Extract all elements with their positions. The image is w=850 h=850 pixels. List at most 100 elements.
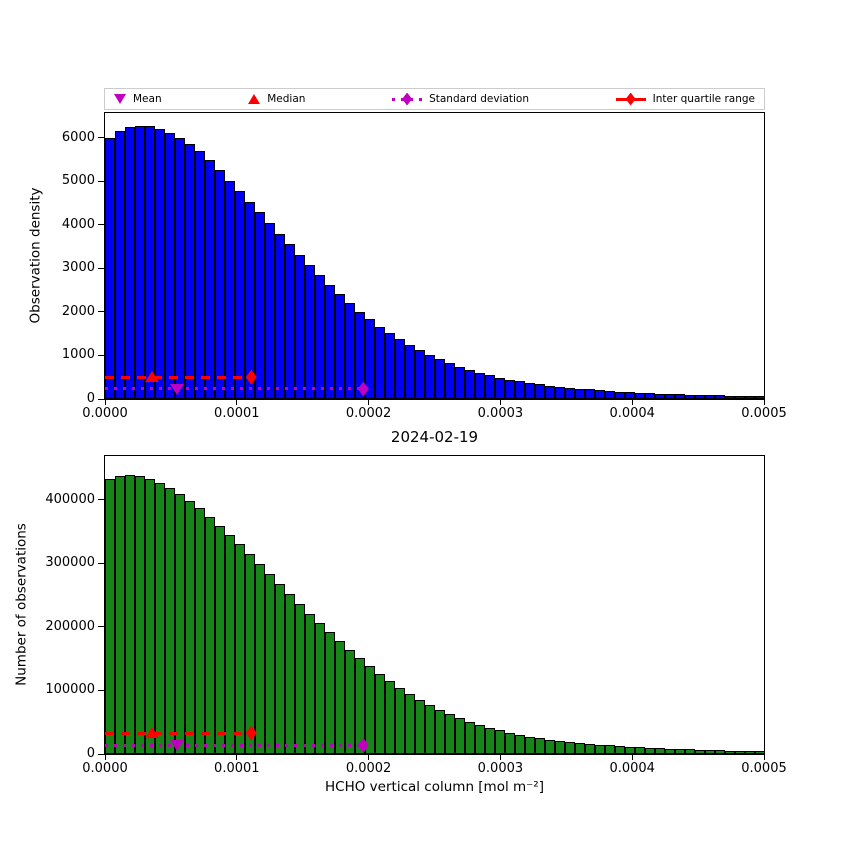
histogram-bar	[695, 395, 705, 399]
y-tick-label: 3000	[61, 260, 95, 276]
histogram-bar	[245, 202, 255, 399]
histogram-bar	[525, 737, 535, 754]
histogram-bar	[635, 393, 645, 399]
y-tick	[98, 137, 104, 139]
histogram-bar	[595, 745, 605, 754]
histogram-bar	[535, 384, 545, 399]
histogram-bar	[335, 294, 345, 399]
x-tick-label: 0.0003	[477, 406, 524, 421]
histogram-bar	[315, 275, 325, 399]
y-tick	[98, 689, 104, 691]
axes-number-of-observations: 0 100000 200000 300000 400000 0.0000 0.0001 0.0…	[45, 455, 787, 776]
legend-item-mean: Mean	[114, 93, 162, 105]
histogram-bar	[505, 380, 515, 399]
y-tick-label: 400000	[45, 491, 95, 507]
histogram-bar	[725, 751, 735, 754]
histogram-bar	[675, 394, 685, 399]
histogram-bar	[715, 750, 725, 754]
histogram-bar	[365, 666, 375, 754]
histogram-bar	[345, 303, 355, 399]
histogram-bar	[745, 751, 755, 754]
histogram-bar	[535, 738, 545, 754]
mean-marker	[170, 740, 185, 752]
y-tick-label: 0	[86, 391, 95, 406]
histogram-bar	[425, 705, 435, 754]
legend: Mean Median Standard deviation Inter qua…	[104, 88, 765, 110]
histogram-bar	[135, 476, 145, 754]
x-tick-label: 0.0004	[609, 406, 655, 421]
histogram-bar	[295, 604, 305, 754]
histogram-bar	[445, 363, 455, 399]
histogram-bar	[625, 747, 635, 754]
histogram-bar	[215, 170, 225, 399]
histogram-bar	[385, 333, 395, 399]
histogram-bar	[415, 700, 425, 754]
legend-label-mean: Mean	[133, 93, 162, 105]
x-tick	[368, 754, 370, 760]
histogram-bar	[185, 144, 195, 399]
histogram-bar	[225, 181, 235, 399]
histogram-bar	[495, 378, 505, 399]
histogram-bar	[465, 370, 475, 399]
y-tick-label: 4000	[61, 216, 95, 232]
histogram-bar	[145, 479, 155, 754]
std-marker	[357, 737, 369, 753]
histogram-bar	[745, 396, 755, 399]
histogram-bar	[165, 488, 175, 754]
mean-marker	[170, 383, 185, 395]
triangle-up-icon	[248, 94, 261, 104]
histogram-bar	[515, 381, 525, 399]
y-tick	[98, 398, 104, 400]
histogram-bar	[455, 367, 465, 399]
y-tick-label: 0	[86, 746, 95, 761]
x-tick	[236, 754, 238, 760]
histogram-bar	[275, 234, 285, 399]
histogram-bar	[635, 747, 645, 754]
iqr-line	[105, 375, 252, 379]
median-marker	[145, 371, 160, 383]
histogram-bar	[455, 718, 465, 754]
histogram-bar	[645, 393, 655, 399]
y-axis-label-bottom: Number of observations	[13, 523, 30, 686]
histogram-bar	[725, 396, 735, 399]
histogram-bar	[315, 623, 325, 754]
y-tick-label: 100000	[45, 682, 95, 698]
histogram-bar	[435, 359, 445, 399]
axes-observation-density: 0 1000 2000 3000 4000 5000 6000 0.0000 0.0001 0.0…	[62, 112, 787, 421]
histogram-bar	[375, 327, 385, 399]
histogram-bar	[565, 742, 575, 754]
histogram-bar	[575, 743, 585, 754]
thin-diamond-dashed-icon	[615, 92, 646, 106]
histogram-bar	[365, 319, 375, 399]
histogram-bar	[405, 345, 415, 399]
std-marker	[357, 381, 369, 397]
iqr-marker	[245, 725, 257, 741]
thin-diamond-dotted-icon	[392, 92, 423, 106]
y-tick	[98, 562, 104, 564]
x-axis-label: HCHO vertical column [mol m⁻²]	[325, 779, 544, 795]
histogram-bar	[445, 714, 455, 754]
histogram-bar	[405, 694, 415, 754]
histogram-bar	[285, 594, 295, 754]
histogram-bar	[685, 395, 695, 399]
y-tick-label: 200000	[45, 618, 95, 634]
legend-label-median: Median	[267, 93, 306, 105]
y-tick	[98, 354, 104, 356]
y-tick	[98, 499, 104, 501]
histogram-bar	[615, 746, 625, 754]
histogram-bar	[605, 391, 615, 399]
legend-label-iqr: Inter quartile range	[652, 93, 755, 105]
x-tick	[368, 399, 370, 405]
histogram-bar	[185, 501, 195, 754]
x-tick	[236, 399, 238, 405]
histogram-bar	[375, 674, 385, 754]
histogram-bar	[735, 751, 745, 754]
histogram-bar	[525, 383, 535, 399]
plot-title: 2024-02-19	[390, 428, 479, 446]
x-tick	[104, 754, 106, 760]
histogram-bar	[255, 564, 265, 754]
histogram-bar	[545, 386, 555, 399]
y-tick-label: 1000	[61, 347, 95, 363]
histogram-bar	[435, 710, 445, 754]
